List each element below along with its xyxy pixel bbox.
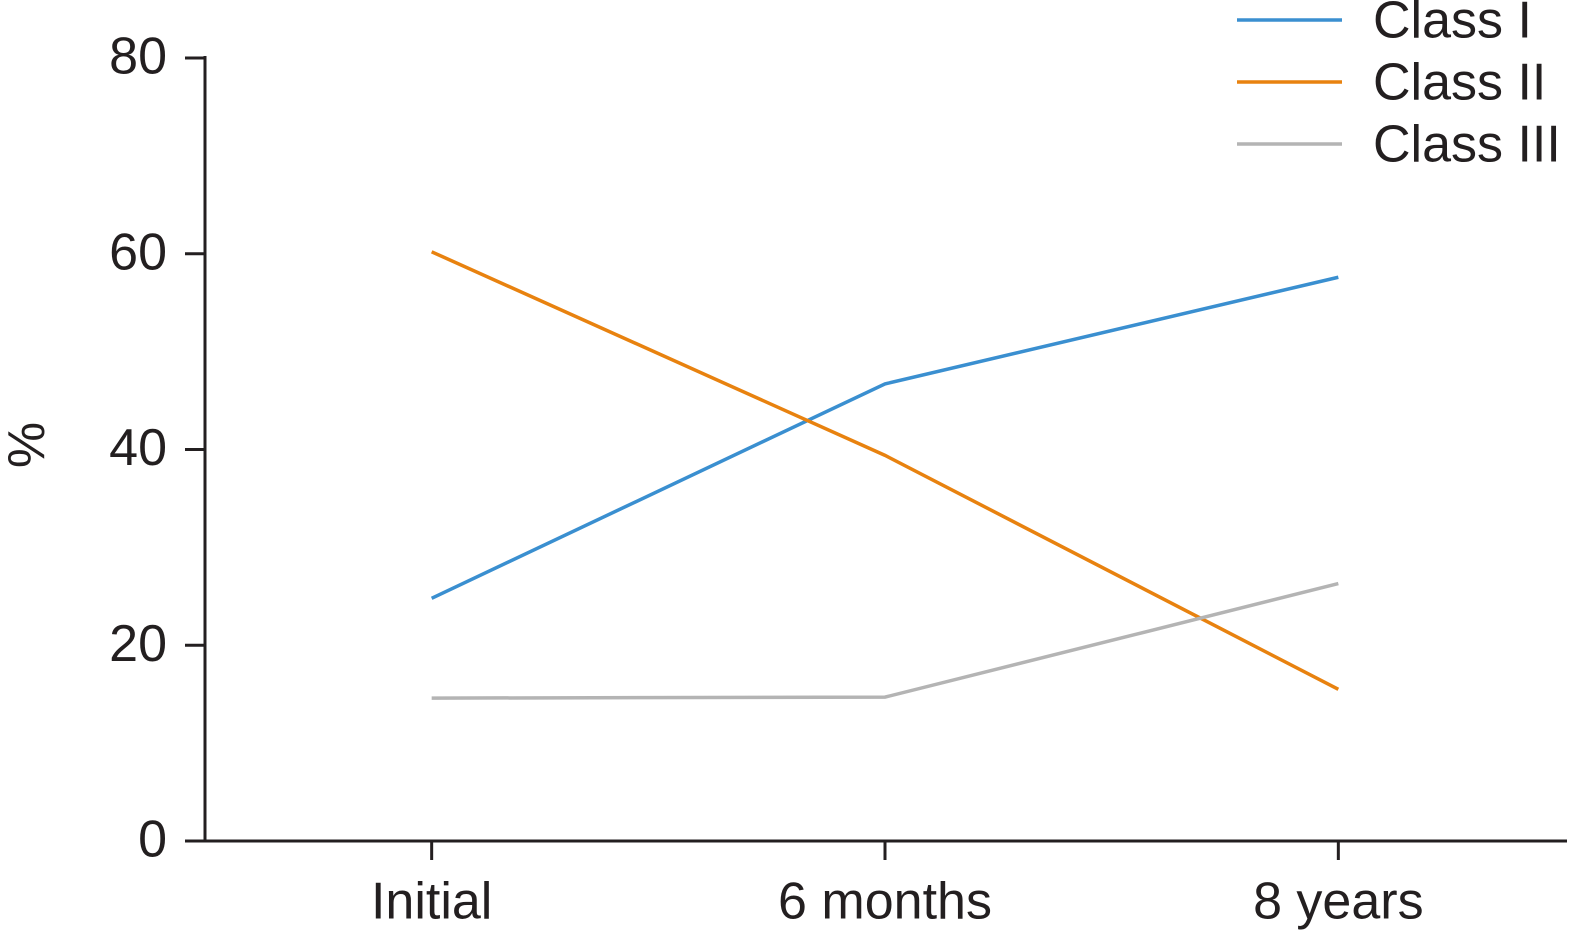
y-tick-label: 60 [109, 223, 167, 281]
legend-label: Class II [1373, 54, 1546, 112]
x-tick-label: 8 years [1253, 873, 1424, 931]
y-axis-label: % [0, 422, 54, 468]
legend-label: Class I [1373, 0, 1532, 50]
series-line [430, 275, 1339, 600]
x-tick-label: Initial [371, 873, 492, 931]
series-line [431, 581, 1339, 700]
series-line [430, 250, 1340, 691]
y-tick-label: 20 [109, 615, 167, 673]
x-tick-label: 6 months [778, 873, 992, 931]
y-tick-label: 80 [109, 28, 167, 86]
y-tick-label: 0 [138, 811, 167, 869]
legend-label: Class III [1373, 116, 1561, 174]
y-tick-label: 40 [109, 419, 167, 477]
